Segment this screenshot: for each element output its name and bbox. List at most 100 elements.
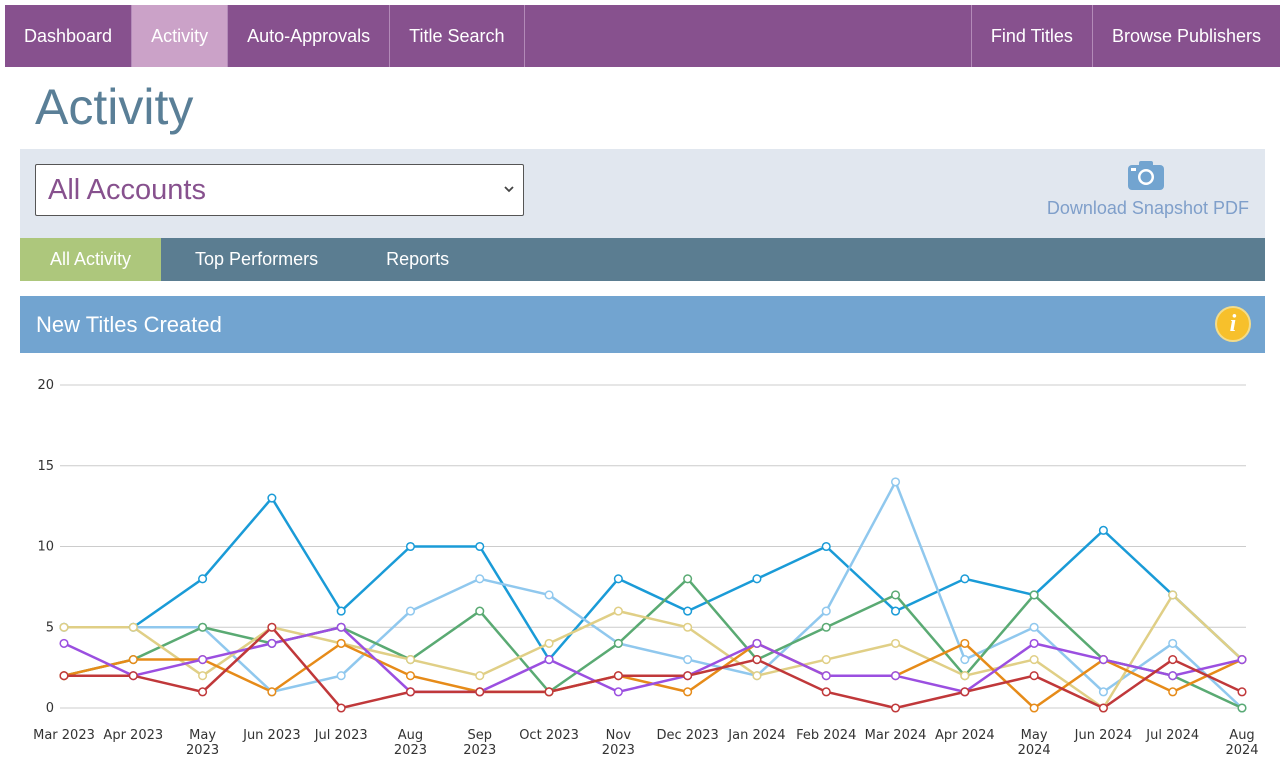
data-point[interactable]: [405, 671, 416, 681]
data-point[interactable]: [752, 655, 762, 665]
data-point[interactable]: [128, 622, 138, 632]
data-point[interactable]: [544, 590, 554, 600]
data-point[interactable]: [890, 671, 901, 681]
data-point[interactable]: [683, 622, 693, 632]
data-point[interactable]: [1029, 703, 1039, 713]
data-point[interactable]: [960, 655, 970, 665]
data-point[interactable]: [683, 687, 693, 697]
tab-all-activity[interactable]: All Activity: [20, 238, 162, 281]
data-point[interactable]: [683, 671, 693, 681]
nav-title-search[interactable]: Title Search: [390, 5, 525, 67]
data-point[interactable]: [1168, 655, 1178, 665]
data-point[interactable]: [821, 687, 831, 697]
data-point[interactable]: [198, 687, 208, 697]
nav-browse-publishers[interactable]: Browse Publishers: [1111, 25, 1261, 46]
data-point[interactable]: [960, 671, 970, 681]
data-point[interactable]: [613, 638, 623, 648]
data-point[interactable]: [1029, 638, 1039, 648]
tab-top-performers[interactable]: Top Performers: [195, 249, 319, 269]
data-point[interactable]: [59, 622, 69, 632]
data-point[interactable]: [405, 541, 416, 552]
nav-auto-approvals[interactable]: Auto-Approvals: [228, 5, 391, 67]
data-point[interactable]: [821, 541, 831, 552]
new-titles-chart: 0 5 10 15 20 Mar 2023 Apr 2023 May 2023 Jun 2023 J…: [33, 378, 1258, 758]
data-point[interactable]: [960, 574, 970, 584]
info-icon[interactable]: i: [1215, 306, 1251, 342]
data-point[interactable]: [752, 574, 762, 584]
data-point[interactable]: [683, 655, 693, 665]
data-point[interactable]: [960, 687, 970, 697]
data-point[interactable]: [336, 622, 346, 632]
nav-spacer: [525, 5, 972, 67]
data-point[interactable]: [198, 671, 208, 681]
data-point[interactable]: [59, 638, 69, 648]
data-point[interactable]: [405, 687, 416, 697]
data-point[interactable]: [267, 687, 277, 697]
data-point[interactable]: [475, 671, 485, 681]
download-snapshot-button[interactable]: Download Snapshot PDF: [1039, 159, 1249, 219]
data-point[interactable]: [821, 671, 831, 681]
data-point[interactable]: [1029, 622, 1039, 632]
data-point[interactable]: [544, 687, 554, 697]
data-point[interactable]: [1168, 590, 1178, 600]
data-point[interactable]: [821, 655, 831, 665]
data-point[interactable]: [890, 477, 901, 487]
data-point[interactable]: [683, 574, 693, 584]
data-point[interactable]: [267, 638, 277, 648]
data-point[interactable]: [613, 574, 623, 584]
data-point[interactable]: [613, 671, 623, 681]
data-point[interactable]: [475, 687, 485, 697]
data-point[interactable]: [128, 671, 138, 681]
data-point[interactable]: [1098, 687, 1108, 697]
data-point[interactable]: [1029, 671, 1039, 681]
data-point[interactable]: [336, 703, 346, 713]
data-point[interactable]: [1029, 655, 1039, 665]
data-point[interactable]: [198, 655, 208, 665]
data-point[interactable]: [198, 574, 208, 584]
data-point[interactable]: [1098, 525, 1108, 535]
data-point[interactable]: [198, 622, 208, 632]
data-point[interactable]: [752, 638, 762, 648]
data-point[interactable]: [267, 493, 277, 503]
data-point[interactable]: [1237, 655, 1247, 665]
data-point[interactable]: [544, 655, 554, 665]
data-point[interactable]: [960, 638, 970, 648]
data-point[interactable]: [752, 671, 762, 681]
nav-dashboard[interactable]: Dashboard: [5, 5, 133, 67]
data-point[interactable]: [890, 606, 901, 616]
data-point[interactable]: [821, 622, 831, 632]
data-point[interactable]: [405, 606, 416, 616]
data-point[interactable]: [1029, 590, 1039, 600]
data-point[interactable]: [1168, 687, 1178, 697]
data-point[interactable]: [336, 638, 346, 648]
data-point[interactable]: [128, 655, 138, 665]
tab-reports[interactable]: Reports: [386, 249, 450, 269]
data-point[interactable]: [1168, 638, 1178, 648]
data-point[interactable]: [475, 606, 485, 616]
data-point[interactable]: [475, 541, 485, 552]
account-select[interactable]: All Accounts: [35, 164, 524, 216]
data-point[interactable]: [890, 703, 901, 713]
data-point[interactable]: [683, 606, 693, 616]
nav-find-titles[interactable]: Find Titles: [972, 5, 1093, 67]
data-point[interactable]: [336, 606, 346, 616]
data-point[interactable]: [1237, 703, 1247, 713]
panel-header: New Titles Created i: [20, 296, 1265, 353]
data-point[interactable]: [890, 638, 901, 648]
data-point[interactable]: [890, 590, 901, 600]
data-point[interactable]: [1098, 703, 1108, 713]
data-point[interactable]: [336, 671, 346, 681]
data-point[interactable]: [821, 606, 831, 616]
data-point[interactable]: [1237, 687, 1247, 697]
data-point[interactable]: [59, 671, 69, 681]
data-point[interactable]: [613, 687, 623, 697]
data-point[interactable]: [613, 606, 623, 616]
data-point[interactable]: [267, 622, 277, 632]
data-point[interactable]: [405, 655, 416, 665]
x-tick-label: Jun 2024: [1074, 728, 1133, 743]
data-point[interactable]: [1098, 655, 1108, 665]
data-point[interactable]: [544, 638, 554, 648]
data-point[interactable]: [475, 574, 485, 584]
data-point[interactable]: [1168, 671, 1178, 681]
nav-activity[interactable]: Activity: [132, 5, 229, 67]
